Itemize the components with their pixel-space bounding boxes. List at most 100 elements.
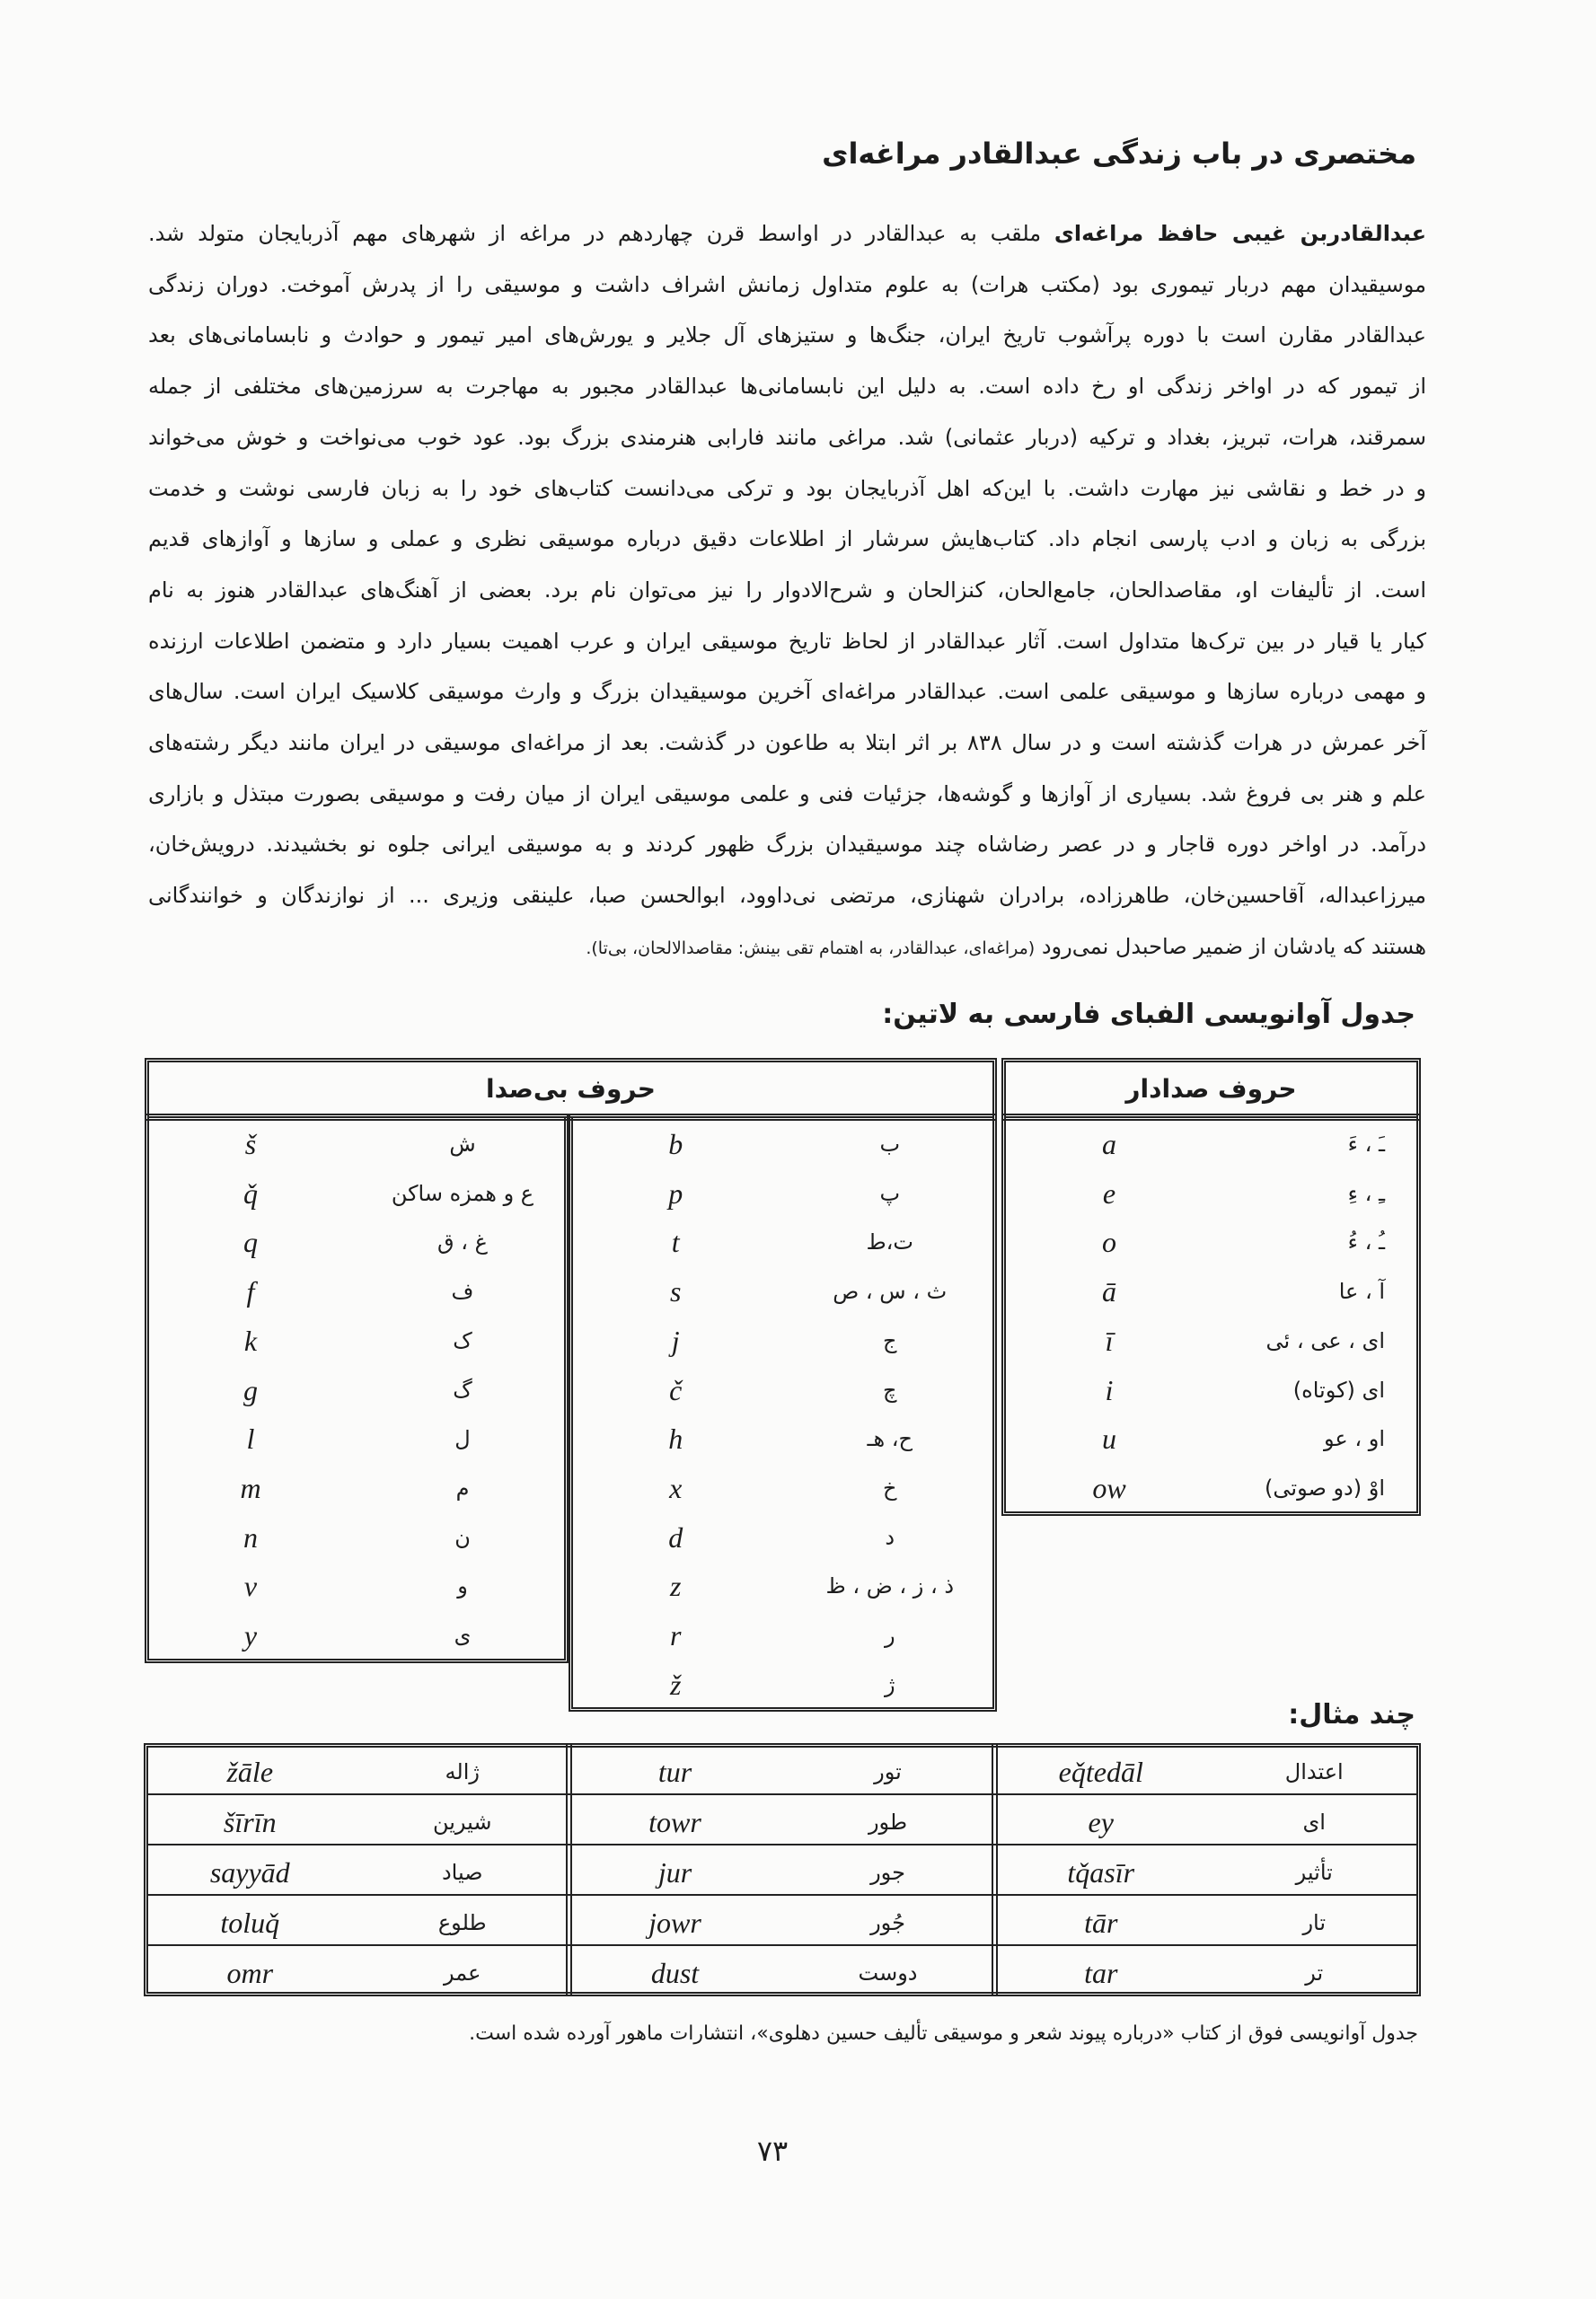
example-word: ای: [1302, 1810, 1326, 1835]
paragraph-text: کیار یا قیار در بین ترک‌ها متداول است. آ…: [148, 628, 1426, 654]
example-latin: jowr: [648, 1907, 701, 1939]
consonant-letter: ک: [453, 1327, 472, 1353]
consonant-latin: g: [243, 1373, 258, 1406]
vowel-latin: i: [1105, 1373, 1114, 1406]
example-latin: jur: [657, 1856, 692, 1889]
row-rule: [146, 1894, 1418, 1896]
consonant-letter: ف: [451, 1279, 474, 1305]
vowel-letter: آ ، عا: [1338, 1279, 1385, 1305]
paragraph-line: هستند که یادشان از ضمیر صاحبدل نمی‌رود (…: [148, 921, 1426, 972]
example-word: جور: [870, 1860, 905, 1885]
vowel-letter: ـُ ، ءُ: [1347, 1229, 1385, 1255]
example-word: تر: [1305, 1960, 1324, 1986]
paragraph-text: و مهمی درباره سازها و موسیقی علمی است. ع…: [148, 679, 1426, 705]
consonant-letter: د: [885, 1524, 895, 1550]
row-rule: [146, 1944, 1418, 1946]
paragraph-text: موسیقیدان مهم دربار تیموری بود (مکتب هرا…: [148, 271, 1426, 297]
consonant-column: [145, 1114, 569, 1663]
paragraph-line: علم و هنر بی فروغ شد. بسیاری از آوازها و…: [148, 769, 1426, 819]
paragraph-line: میرزاعبداله، آقاحسین‌خان، طاهرزاده، براد…: [148, 870, 1426, 920]
example-latin: tur: [657, 1756, 692, 1788]
consonant-latin: k: [243, 1324, 258, 1357]
example-word: اعتدال: [1284, 1759, 1344, 1784]
paragraph-text: میرزاعبداله، آقاحسین‌خان، طاهرزاده، براد…: [148, 883, 1426, 909]
consonant-latin: t: [671, 1226, 680, 1259]
paragraph-line: عبدالقادر مقارن است با دوره پرآشوب تاریخ…: [148, 310, 1426, 360]
paragraph-line: و مهمی درباره سازها و موسیقی علمی است. ع…: [148, 666, 1426, 717]
example-latin: tq̌asīr: [1067, 1856, 1135, 1889]
example-latin: eq̌tedāl: [1058, 1756, 1143, 1788]
consonant-latin: n: [243, 1520, 258, 1554]
example-word: دوست: [858, 1960, 918, 1986]
paragraph-text: هستند که یادشان از ضمیر صاحبدل نمی‌رود: [1041, 933, 1426, 959]
paragraph-line: سمرقند، هرات، تبریز، بغداد و ترکیه (دربا…: [148, 412, 1426, 462]
paragraph-text: است. از تألیفات او، مقاصدالحان، جامع‌الح…: [148, 577, 1426, 603]
consonant-latin: r: [670, 1619, 682, 1652]
example-latin: toluq̌: [220, 1907, 280, 1939]
vowel-latin: ī: [1105, 1324, 1114, 1357]
paragraph-text: عبدالقادر مقارن است با دوره پرآشوب تاریخ…: [148, 322, 1426, 348]
consonant-latin: f: [246, 1275, 255, 1308]
page-number: ۷۳: [756, 2134, 789, 2168]
example-word: طلوع: [437, 1910, 487, 1935]
vowel-latin: ow: [1092, 1471, 1126, 1504]
consonant-latin: y: [243, 1619, 258, 1652]
consonant-letter: ژ: [884, 1671, 895, 1697]
consonant-latin: v: [243, 1570, 258, 1603]
consonant-latin: j: [671, 1324, 680, 1357]
example-word: طور: [868, 1810, 908, 1835]
vowels-header: حروف صدادار: [1001, 1058, 1421, 1121]
consonant-column: [569, 1114, 997, 1713]
vowel-latin: a: [1102, 1128, 1116, 1160]
consonant-latin: ž: [670, 1668, 682, 1701]
consonant-letter: ر: [884, 1623, 895, 1648]
paragraph-text: ملقب به عبدالقادر در اواسط قرن چهاردهم د…: [148, 221, 1042, 246]
paragraph-line: موسیقیدان مهم دربار تیموری بود (مکتب هرا…: [148, 260, 1426, 310]
paragraph-line: است. از تألیفات او، مقاصدالحان، جامع‌الح…: [148, 565, 1426, 615]
consonant-letter: خ: [883, 1475, 897, 1501]
example-latin: towr: [648, 1806, 701, 1838]
examples-heading: چند مثال:: [1288, 1699, 1415, 1731]
paragraph-line: و در خط و نقاشی نیز مهارت داشت. با این‌ک…: [148, 463, 1426, 514]
consonant-letter: م: [455, 1475, 470, 1501]
consonants-header: حروف بی‌صدا: [145, 1058, 997, 1121]
consonant-letter: پ: [879, 1180, 901, 1206]
consonant-latin: q̌: [243, 1176, 258, 1210]
example-latin: sayyād: [209, 1856, 290, 1889]
citation: (مراغه‌ای، عبدالقادر، به اهتمام تقی بینش…: [586, 938, 1036, 958]
column-rule: [992, 1743, 998, 1996]
consonant-latin: x: [669, 1471, 683, 1504]
consonant-latin: š: [244, 1128, 257, 1160]
examples-table: [144, 1743, 1421, 1996]
example-word: صیاد: [441, 1860, 483, 1885]
vowel-letter: اوْ (دو صوتی): [1265, 1475, 1385, 1501]
paragraph-line: کیار یا قیار در بین ترک‌ها متداول است. آ…: [148, 616, 1426, 666]
consonant-letter: ت،ط: [866, 1229, 914, 1255]
example-latin: tar: [1084, 1957, 1118, 1989]
consonant-latin: s: [670, 1275, 682, 1308]
vowel-letter: او ، عو: [1324, 1426, 1385, 1452]
consonant-latin: l: [246, 1423, 255, 1456]
consonant-letter: غ ، ق: [437, 1229, 488, 1255]
consonant-latin: b: [668, 1128, 683, 1160]
paragraph-line: از تیمور که در اواخر زندگی او رخ داده اس…: [148, 361, 1426, 411]
consonant-latin: h: [668, 1423, 683, 1456]
example-word: تار: [1302, 1910, 1327, 1935]
paragraph-line: درآمد. در اواخر دوره قاجار و در عصر رضاش…: [148, 819, 1426, 869]
vowels-body: [1001, 1114, 1421, 1516]
consonant-latin: p: [668, 1176, 683, 1210]
row-rule: [146, 1793, 1418, 1795]
consonant-letter: چ: [883, 1377, 897, 1403]
consonant-latin: q: [243, 1226, 258, 1259]
example-word: ژاله: [445, 1759, 480, 1784]
row-rule: [146, 1844, 1418, 1845]
consonant-letter: ث ، س ، ص: [833, 1279, 948, 1305]
consonant-letter: ش: [449, 1132, 476, 1157]
example-latin: dust: [650, 1957, 700, 1989]
paragraph-text: آخر عمرش در هرات گذشته است و در سال ۸۳۸ …: [148, 730, 1427, 755]
paragraph-lead: عبدالقادربن غیبی حافظ مراغه‌ای: [1054, 221, 1426, 246]
example-word: تور: [874, 1759, 902, 1784]
vowel-letter: ـَ ، ءَ: [1347, 1132, 1385, 1157]
paragraph-text: و در خط و نقاشی نیز مهارت داشت. با این‌ک…: [148, 475, 1426, 501]
